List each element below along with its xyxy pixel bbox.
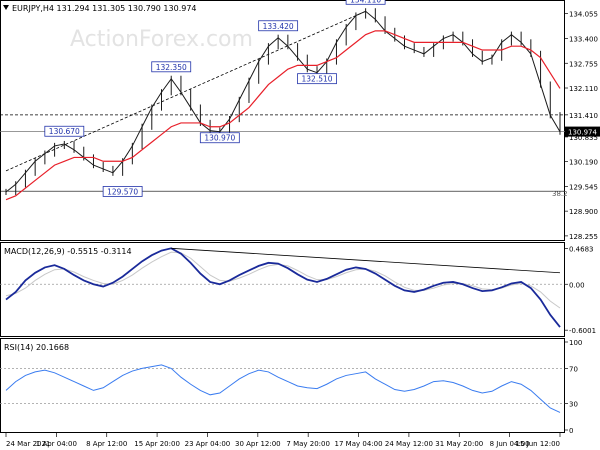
price-line xyxy=(5,10,561,193)
price-trendline xyxy=(5,10,366,172)
x-tick-label: 31 May 20:00 xyxy=(435,440,483,448)
x-tick-label: 8 Jun 04:00 xyxy=(490,440,530,448)
macd-y-ticks: 0.4683 0.00 -0.6001 xyxy=(564,245,596,335)
price-y-tick-label: 130.190 xyxy=(569,159,598,167)
price-y-ticks: 134.055 133.400 132.755 132.110 131.410 130.8… xyxy=(564,10,600,241)
swing-label-box xyxy=(199,132,240,144)
swing-label: 132.510 xyxy=(302,75,333,84)
macd-y-tick-label: 0.4683 xyxy=(569,245,594,253)
price-title-group: EURJPY,H4 131.294 131.305 130.790 130.97… xyxy=(3,4,197,13)
x-tick-label: 30 Apr 12:00 xyxy=(235,440,281,448)
rsi-y-tick-label: 0 xyxy=(569,427,573,435)
rsi-y-tick-label: 30 xyxy=(569,401,578,409)
current-price-box xyxy=(565,126,600,137)
macd-lines xyxy=(0,247,565,328)
price-panel-title: EURJPY,H4 131.294 131.305 130.790 130.97… xyxy=(12,4,197,13)
rsi-panel-title: RSI(14) 20.1668 xyxy=(4,343,69,352)
swing-label: 130.670 xyxy=(49,127,80,136)
rsi-y-ticks: 100 70 30 0 xyxy=(564,339,582,435)
macd-main-line xyxy=(5,247,561,328)
trend-line xyxy=(5,10,366,172)
x-tick-label: 15 Apr 20:00 xyxy=(134,440,180,448)
price-y-tick-label: 133.400 xyxy=(569,36,598,44)
price-bars xyxy=(5,8,561,196)
price-y-tick-label: 128.900 xyxy=(569,208,598,216)
macd-panel-frame xyxy=(0,242,565,337)
price-moving-average xyxy=(5,30,561,201)
price-y-tick-label: 134.055 xyxy=(569,10,598,18)
swing-label-box xyxy=(151,61,192,73)
price-y-tick-label: 132.755 xyxy=(569,60,598,68)
panel-marker-icon xyxy=(3,5,9,10)
x-tick-label: 8 Apr 12:00 xyxy=(86,440,127,448)
swing-label: 129.570 xyxy=(107,187,138,196)
swing-label-box xyxy=(102,186,143,197)
rsi-y-tick-label: 100 xyxy=(569,339,582,347)
price-y-tick-label: 129.545 xyxy=(569,183,598,191)
rsi-line xyxy=(5,364,561,413)
swing-label-box xyxy=(44,125,85,137)
x-tick-label: 24 May 12:00 xyxy=(385,440,433,448)
x-tick-label: 7 May 20:00 xyxy=(286,440,330,448)
price-y-tick-label: 131.410 xyxy=(569,112,598,120)
swing-label: 134.110 xyxy=(350,0,381,4)
swing-label: 132.350 xyxy=(156,63,187,72)
price-y-tick-label: 128.255 xyxy=(569,233,598,241)
moving-average-line xyxy=(5,30,561,201)
rsi-y-tick-label: 70 xyxy=(569,365,578,373)
x-tick-label: 24 Mar 2021 xyxy=(6,440,50,448)
price-y-tick-label: 132.110 xyxy=(569,85,598,93)
fib-label: 38.2 xyxy=(552,190,568,198)
swing-label-box xyxy=(345,0,386,5)
swing-label: 133.420 xyxy=(263,22,294,31)
rsi-panel-frame xyxy=(0,338,565,433)
macd-panel-title: MACD(12,26,9) -0.5515 -0.3114 xyxy=(4,247,132,256)
macd-y-tick-label: -0.6001 xyxy=(569,327,596,335)
macd-signal-line xyxy=(5,251,561,309)
x-tick-label: 17 May 04:00 xyxy=(335,440,383,448)
x-tick-label: 1 Apr 04:00 xyxy=(36,440,77,448)
swing-label-box xyxy=(297,73,337,85)
watermark: ActionForex.com xyxy=(70,27,253,52)
swing-label: 130.970 xyxy=(204,134,235,143)
macd-trend-line xyxy=(171,247,561,274)
macd-y-tick-label: 0.00 xyxy=(569,281,585,289)
rsi-lines xyxy=(0,364,565,413)
swing-label-box xyxy=(258,20,299,32)
price-level-lines xyxy=(0,114,565,192)
x-tick-label: 15 Jun 12:00 xyxy=(516,440,560,448)
price-panel-frame xyxy=(0,0,565,241)
current-price-label: 130.974 xyxy=(568,129,597,137)
price-y-tick-label: 130.835 xyxy=(569,134,598,142)
swing-labels: 130.670 132.350 129.570 130.970 133.420 132.5… xyxy=(44,0,386,197)
x-tick-label: 23 Apr 04:00 xyxy=(185,440,231,448)
